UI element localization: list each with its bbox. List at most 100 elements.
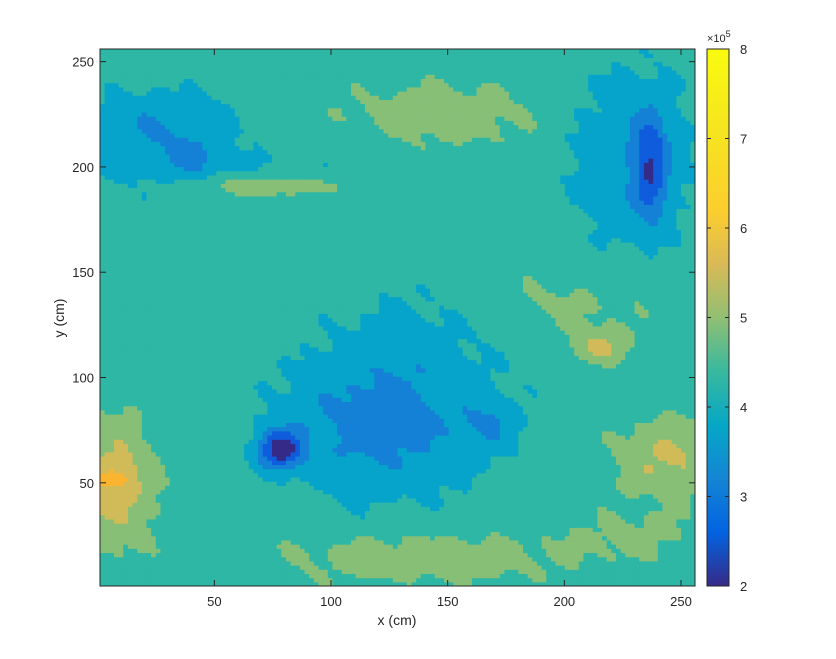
- contour-cell: [504, 430, 510, 436]
- contour-cell: [285, 443, 292, 449]
- contour-cell: [351, 560, 357, 566]
- contour-cell: [564, 581, 571, 586]
- contour-cell: [146, 544, 152, 549]
- contour-cell: [327, 476, 334, 482]
- contour-cell: [606, 502, 612, 507]
- contour-cell: [611, 439, 617, 444]
- contour-cell: [667, 552, 673, 558]
- contour-cell: [476, 560, 482, 566]
- contour-cell: [109, 548, 115, 554]
- contour-cell: [225, 527, 231, 533]
- contour-cell: [411, 581, 417, 586]
- contour-cell: [374, 514, 380, 520]
- contour-cell: [518, 426, 524, 432]
- contour-cell: [248, 497, 254, 503]
- contour-cell: [653, 485, 659, 491]
- contour-cell: [369, 485, 375, 491]
- contour-cell: [165, 581, 171, 586]
- contour-cell: [323, 531, 329, 537]
- contour-cell: [583, 439, 589, 444]
- contour-cell: [490, 577, 496, 583]
- contour-cell: [453, 434, 459, 440]
- contour-cell: [467, 581, 473, 586]
- contour-cell: [490, 451, 496, 457]
- contour-cell: [104, 489, 110, 495]
- contour-cell: [443, 523, 450, 528]
- contour-cell: [434, 460, 440, 465]
- contour-cell: [137, 548, 143, 554]
- contour-cell: [383, 464, 389, 470]
- contour-cell: [406, 472, 413, 478]
- contour-cell: [183, 510, 189, 516]
- contour-cell: [676, 451, 682, 457]
- contour-cell: [351, 439, 357, 444]
- contour-cell: [448, 523, 454, 528]
- contour-cell: [402, 502, 408, 507]
- contour-cell: [383, 493, 389, 499]
- contour-cell: [337, 573, 343, 579]
- contour-cell: [509, 455, 515, 461]
- contour-cell: [285, 514, 292, 520]
- contour-cell: [495, 581, 501, 586]
- contour-cell: [532, 426, 538, 432]
- contour-cell: [141, 426, 148, 432]
- contour-cell: [295, 556, 301, 562]
- contour-cell: [550, 556, 557, 562]
- contour-cell: [504, 531, 510, 537]
- contour-cell: [457, 531, 464, 537]
- contour-cell: [690, 527, 695, 533]
- contour-cell: [564, 451, 571, 457]
- contour-cell: [230, 489, 236, 495]
- contour-cell: [434, 422, 440, 428]
- contour-cell: [462, 422, 468, 428]
- contour-cell: [509, 514, 515, 520]
- contour-cell: [485, 468, 492, 474]
- contour-cell: [118, 464, 124, 470]
- contour-cell: [504, 493, 510, 499]
- contour-cell: [374, 527, 380, 533]
- contour-cell: [192, 556, 199, 562]
- contour-cell: [416, 439, 422, 444]
- contour-cell: [174, 577, 180, 583]
- contour-cell: [151, 531, 157, 537]
- contour-cell: [127, 577, 134, 583]
- contour-cell: [290, 426, 296, 432]
- contour-cell: [499, 472, 506, 478]
- contour-cell: [271, 468, 278, 474]
- contour-cell: [113, 581, 120, 586]
- contour-cell: [304, 535, 310, 541]
- contour-cell: [676, 455, 682, 461]
- contour-cell: [671, 434, 678, 440]
- contour-cell: [323, 565, 329, 570]
- contour-cell: [667, 434, 673, 440]
- contour-cell: [495, 460, 501, 465]
- contour-cell: [588, 451, 594, 457]
- contour-cell: [509, 489, 515, 495]
- contour-cell: [667, 460, 673, 465]
- contour-cell: [276, 560, 282, 566]
- contour-cell: [206, 577, 213, 583]
- contour-cell: [555, 460, 561, 465]
- contour-cell: [690, 460, 695, 465]
- contour-cell: [253, 502, 259, 507]
- contour-cell: [202, 451, 208, 457]
- contour-cell: [332, 426, 338, 432]
- contour-cell: [271, 485, 278, 491]
- contour-cell: [225, 506, 231, 512]
- contour-cell: [123, 430, 129, 436]
- contour-cell: [643, 581, 650, 586]
- contour-cell: [151, 539, 157, 545]
- contour-cell: [146, 443, 152, 449]
- contour-cell: [643, 544, 650, 549]
- contour-cell: [430, 560, 436, 566]
- contour-cell: [434, 560, 440, 566]
- contour-cell: [509, 422, 515, 428]
- contour-cell: [667, 527, 673, 533]
- contour-cell: [197, 451, 203, 457]
- contour-cell: [346, 434, 352, 440]
- contour-cell: [453, 451, 459, 457]
- contour-cell: [151, 535, 157, 541]
- contour-cell: [290, 577, 296, 583]
- contour-cell: [453, 544, 459, 549]
- contour-cell: [123, 439, 129, 444]
